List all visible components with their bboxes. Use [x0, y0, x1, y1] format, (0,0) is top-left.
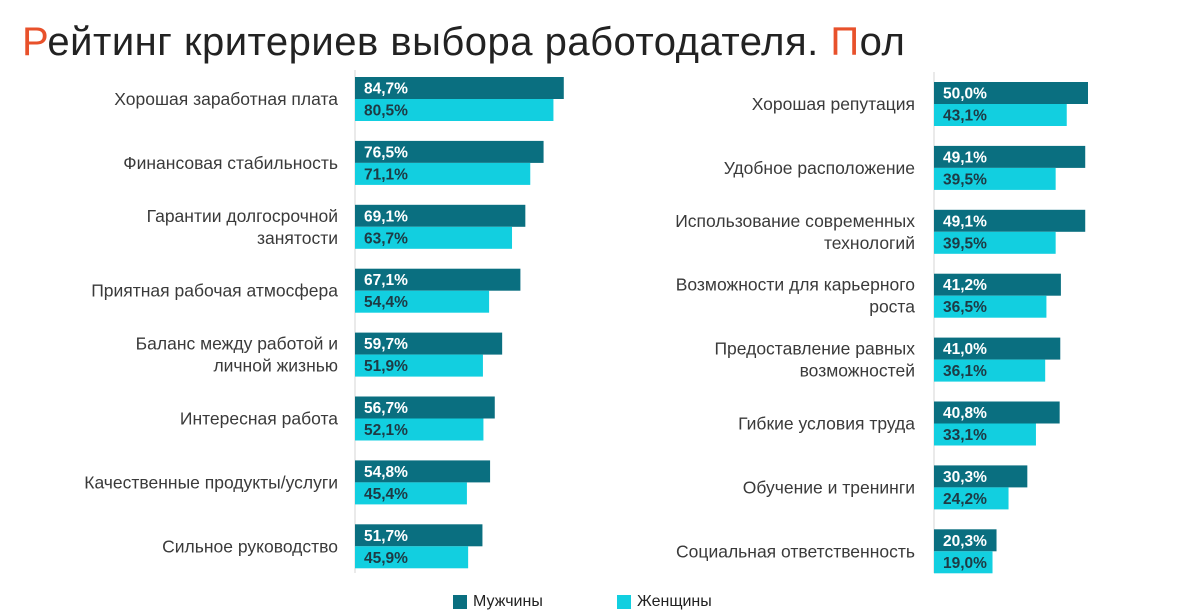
right-bar-women: [934, 104, 1067, 126]
left-bar-women: [355, 290, 490, 313]
left-value-label-men: 59,7%: [364, 336, 408, 353]
legend-label-men: Мужчины: [473, 593, 543, 610]
left-bar-men: [355, 332, 503, 355]
right-bar-men: [934, 82, 1088, 104]
right-value-label-men: 41,2%: [943, 277, 987, 294]
right-value-label-women: 36,1%: [943, 363, 987, 380]
legend-swatch-women: [617, 595, 631, 609]
right-category-label: Хорошая репутация: [752, 94, 915, 114]
right-category-label: Обучение и тренинги: [743, 477, 915, 497]
left-value-label-women: 52,1%: [364, 422, 408, 439]
right-value-label-women: 36,5%: [943, 299, 987, 316]
right-bar-women: [934, 487, 1009, 510]
left-bar-men: [355, 524, 483, 547]
left-bar-women: [355, 546, 469, 569]
right-bar-women: [934, 167, 1056, 190]
right-bar-men: [934, 209, 1086, 232]
left-category-label: Интересная работа: [180, 409, 338, 429]
right-value-label-women: 24,2%: [943, 491, 987, 508]
right-value-label-women: 39,5%: [943, 235, 987, 252]
right-category-label: Возможности для карьерного роста: [676, 275, 916, 317]
left-bar-women: [355, 354, 483, 377]
page-title: Рейтинг критериев выбора работодателя. П…: [22, 20, 905, 65]
left-category-label: Финансовая стабильность: [123, 153, 338, 173]
right-value-label-women: 39,5%: [943, 171, 987, 188]
left-value-label-women: 71,1%: [364, 166, 408, 183]
right-value-label-men: 41,0%: [943, 341, 987, 358]
title-accent-letter: Р: [22, 20, 48, 64]
right-bar-women: [934, 295, 1047, 318]
left-bar-men: [355, 460, 491, 483]
right-value-label-women: 19,0%: [943, 555, 987, 572]
right-value-label-men: 49,1%: [943, 213, 987, 230]
right-category-label: Гибкие условия труда: [738, 414, 915, 434]
legend-label-women: Женщины: [637, 593, 712, 610]
right-value-label-men: 50,0%: [943, 86, 987, 103]
left-value-label-men: 84,7%: [364, 81, 408, 98]
right-value-label-men: 40,8%: [943, 405, 987, 422]
left-value-label-men: 54,8%: [364, 464, 408, 481]
left-bar-men: [355, 77, 564, 99]
right-bar-women: [934, 551, 993, 574]
left-category-label: Сильное руководство: [162, 536, 338, 556]
right-bar-women: [934, 423, 1036, 446]
right-value-label-women: 43,1%: [943, 108, 987, 125]
left-value-label-men: 67,1%: [364, 272, 408, 289]
right-category-label: Предоставление равных возможностей: [714, 339, 915, 381]
right-bar-men: [934, 465, 1028, 488]
legend-item-men: Мужчины: [453, 592, 543, 612]
right-bar-women: [934, 359, 1046, 382]
left-value-label-women: 45,4%: [364, 486, 408, 503]
left-category-label: Баланс между работой и личной жизнью: [136, 334, 338, 376]
left-bar-men: [355, 140, 544, 163]
left-value-label-women: 80,5%: [364, 103, 408, 120]
left-bar-women: [355, 482, 467, 505]
left-bar-women: [355, 99, 554, 121]
left-category-label: Хорошая заработная плата: [114, 89, 338, 109]
right-category-label: Социальная ответственность: [676, 541, 915, 561]
left-bar-women: [355, 162, 531, 185]
title-text-end: ол: [859, 20, 906, 64]
left-value-label-women: 63,7%: [364, 230, 408, 247]
right-category-label: Использование современных технологий: [675, 211, 915, 253]
left-value-label-men: 56,7%: [364, 400, 408, 417]
legend-item-women: Женщины: [617, 592, 712, 612]
right-value-label-men: 30,3%: [943, 469, 987, 486]
left-bar-women: [355, 418, 484, 441]
left-category-label: Приятная рабочая атмосфера: [91, 281, 338, 301]
left-category-label: Качественные продукты/услуги: [84, 472, 338, 492]
left-value-label-women: 54,4%: [364, 294, 408, 311]
right-bar-men: [934, 145, 1086, 168]
right-value-label-men: 49,1%: [943, 149, 987, 166]
left-value-label-women: 51,9%: [364, 358, 408, 375]
right-bar-men: [934, 401, 1060, 424]
right-bar-women: [934, 231, 1056, 254]
left-bar-men: [355, 204, 526, 227]
left-value-label-men: 76,5%: [364, 144, 408, 161]
right-category-label: Удобное расположение: [724, 158, 915, 178]
right-bar-men: [934, 273, 1061, 296]
legend-swatch-men: [453, 595, 467, 609]
left-value-label-men: 51,7%: [364, 528, 408, 545]
right-bar-men: [934, 337, 1061, 360]
left-bar-men: [355, 396, 495, 419]
left-value-label-women: 45,9%: [364, 550, 408, 567]
right-value-label-men: 20,3%: [943, 533, 987, 550]
left-bar-men: [355, 268, 521, 291]
left-bar-women: [355, 226, 513, 249]
left-value-label-men: 69,1%: [364, 208, 408, 225]
right-bar-men: [934, 529, 997, 552]
right-value-label-women: 33,1%: [943, 427, 987, 444]
title-accent-letter-2: П: [830, 20, 860, 64]
left-category-label: Гарантии долгосрочной занятости: [147, 206, 338, 248]
title-text: ейтинг критериев выбора работодателя.: [47, 20, 831, 64]
